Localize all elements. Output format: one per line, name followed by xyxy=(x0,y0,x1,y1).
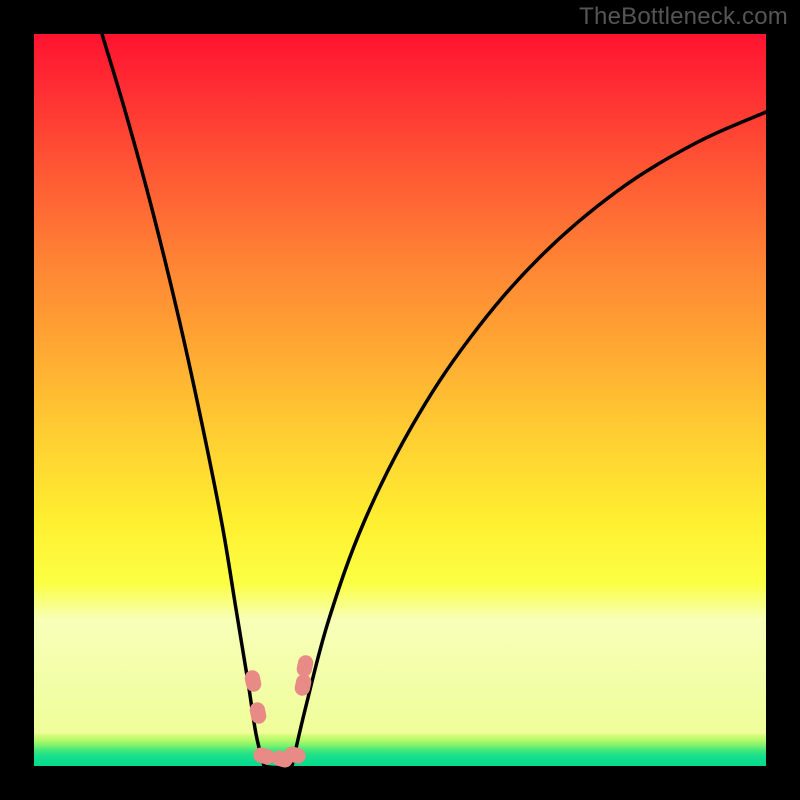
data-marker xyxy=(295,654,314,678)
bottleneck-curve-chart xyxy=(0,0,800,800)
attribution-text: TheBottleneck.com xyxy=(579,3,788,31)
curve-left-branch xyxy=(102,34,264,766)
curve-right-branch xyxy=(292,112,766,766)
